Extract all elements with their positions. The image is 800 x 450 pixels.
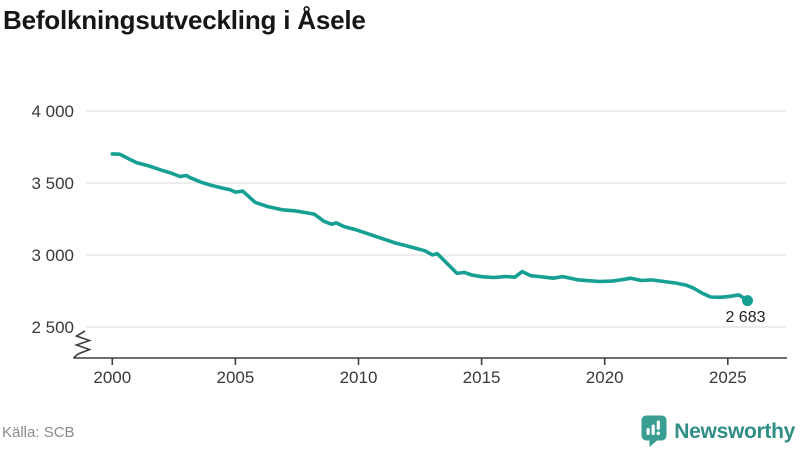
x-tick-label: 2020 xyxy=(586,368,624,387)
newsworthy-wordmark: Newsworthy xyxy=(674,419,795,443)
x-tick-label: 2025 xyxy=(709,368,747,387)
latest-value-label: 2 683 xyxy=(725,308,766,326)
latest-value-dot xyxy=(741,295,753,307)
source-caption: Källa: SCB xyxy=(2,424,75,441)
newsworthy-logo-icon xyxy=(641,415,667,447)
newsworthy-branding: Newsworthy xyxy=(641,415,795,448)
x-tick-label: 2000 xyxy=(93,368,131,387)
y-tick-label: 4 000 xyxy=(31,102,74,121)
y-tick-label: 3 500 xyxy=(31,174,74,193)
y-tick-label: 2 500 xyxy=(31,318,74,337)
axis-break-icon xyxy=(72,330,92,359)
x-tick-label: 2010 xyxy=(340,368,378,387)
x-tick-label: 2005 xyxy=(216,368,254,387)
population-series-line xyxy=(110,152,750,303)
chart-title: Befolkningsutveckling i Åsele xyxy=(3,5,366,35)
y-tick-label: 3 000 xyxy=(31,246,74,265)
x-tick-label: 2015 xyxy=(463,368,501,387)
